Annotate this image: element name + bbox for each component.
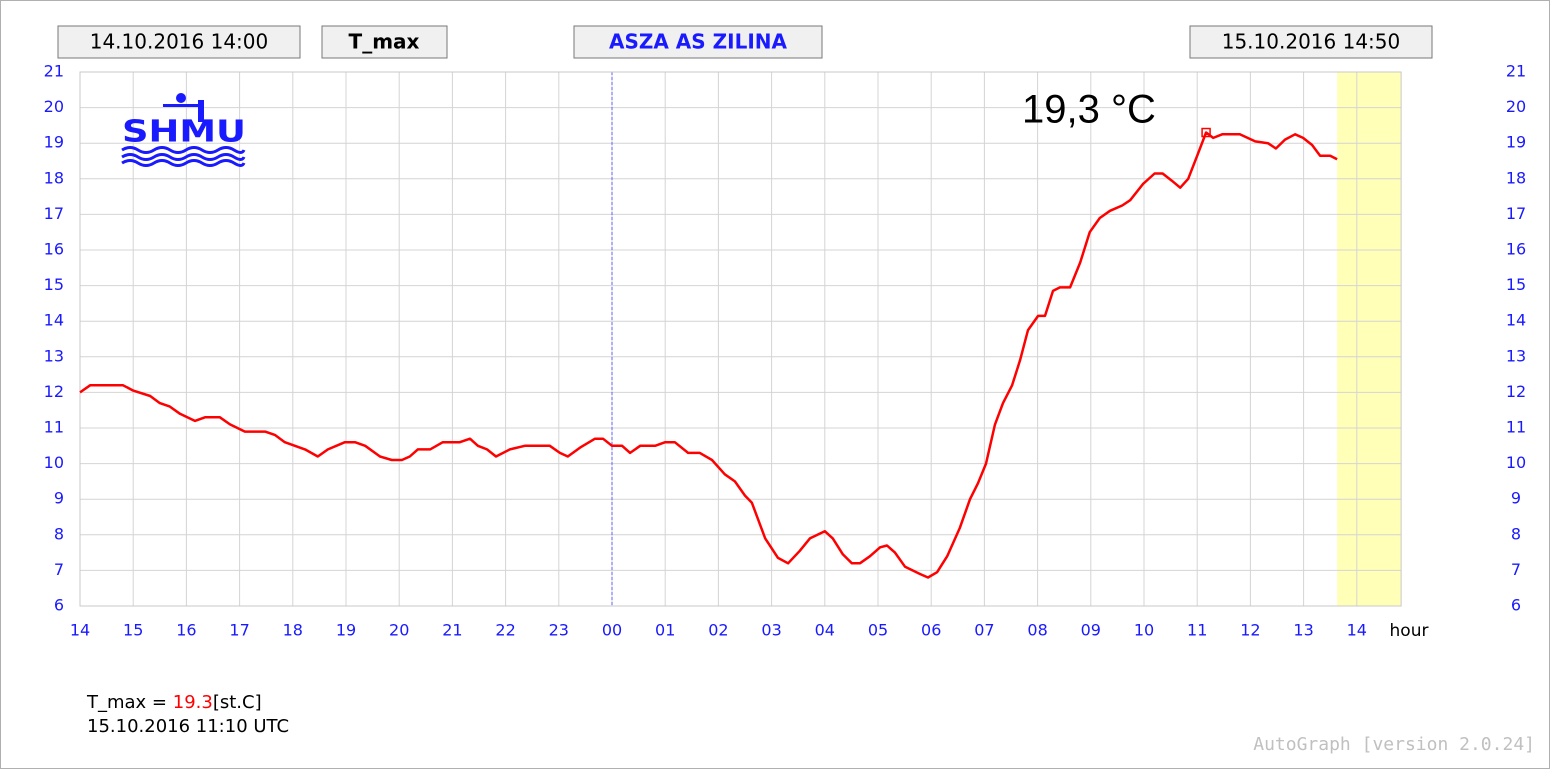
y2-tick-label: 16 [1506, 240, 1526, 259]
data-line [79, 131, 1338, 579]
header-box [573, 25, 823, 59]
y-tick-label: 14 [44, 311, 64, 330]
x-tick-label: 00 [602, 621, 622, 640]
station: ASZA AS ZILINA [609, 30, 788, 54]
y-tick-label: 15 [44, 275, 64, 294]
logo-text: SHMU [122, 115, 246, 150]
logo-bar [163, 104, 199, 107]
y2-tick-label: 20 [1506, 97, 1526, 116]
x-tick-label: 21 [442, 621, 462, 640]
y2-tick-label: 21 [1506, 62, 1526, 81]
x-tick-label: 20 [389, 621, 409, 640]
y-tick-label: 7 [54, 560, 64, 579]
header-box [1189, 25, 1433, 59]
footer-label: T_max = [86, 692, 167, 713]
y2-tick-label: 15 [1506, 275, 1526, 294]
y2-tick-label: 19 [1506, 133, 1526, 152]
x-tick-label: 09 [1081, 621, 1101, 640]
x-tick-label: 17 [229, 621, 249, 640]
x-tick-label: 08 [1027, 621, 1047, 640]
y2-tick-label: 10 [1506, 453, 1526, 472]
y2-tick-label: 6 [1511, 596, 1521, 615]
end-time: 15.10.2016 14:50 [1222, 30, 1401, 54]
y2-tick-label: 8 [1511, 524, 1521, 543]
footer-value: 19.3 [173, 692, 213, 713]
x-tick-label: 01 [655, 621, 675, 640]
x-tick-label: 14 [70, 621, 90, 640]
y2-tick-label: 7 [1511, 560, 1521, 579]
footer-time: 15.10.2016 11:10 UTC [87, 716, 289, 737]
x-tick-label: 23 [549, 621, 569, 640]
x-tick-label: 14 [1347, 621, 1367, 640]
y2-tick-label: 9 [1511, 489, 1521, 508]
variable: T_max [349, 30, 420, 54]
x-tick-label: 16 [176, 621, 196, 640]
y-tick-label: 8 [54, 524, 64, 543]
y-tick-label: 16 [44, 240, 64, 259]
start-time: 14.10.2016 14:00 [90, 30, 269, 54]
y-tick-label: 20 [44, 97, 64, 116]
y-tick-label: 19 [44, 133, 64, 152]
shaded-region [1337, 72, 1402, 606]
logo-waves [121, 146, 246, 167]
x-tick-label: 13 [1293, 621, 1313, 640]
y-tick-label: 21 [44, 62, 64, 81]
y2-tick-label: 13 [1506, 346, 1526, 365]
y-tick-label: 11 [44, 418, 64, 437]
annotation: 19,3 °C [1022, 88, 1156, 132]
y-tick-label: 17 [44, 204, 64, 223]
logo-mast [198, 100, 204, 122]
y-tick-label: 6 [54, 596, 64, 615]
header-box [321, 25, 448, 59]
y-tick-label: 9 [54, 489, 64, 508]
x-tick-label: 12 [1240, 621, 1260, 640]
logo: SHMU [121, 93, 246, 167]
plot-area: 6 6 7 7 8 8 9 9 10 10 11 11 12 12 13 13 14 14 15 15 16 16 17 17… [44, 62, 1527, 640]
x-tick-label: 15 [123, 621, 143, 640]
x-tick-label: 07 [974, 621, 994, 640]
plot-border [79, 71, 1402, 607]
y2-tick-label: 14 [1506, 311, 1526, 330]
y-tick-label: 18 [44, 168, 64, 187]
footer-unit: [st.C] [213, 692, 262, 713]
x-tick-label: 11 [1187, 621, 1207, 640]
y2-tick-label: 12 [1506, 382, 1526, 401]
x-tick-label: 05 [868, 621, 888, 640]
header: 14.10.2016 14:00 T_max ASZA AS ZILINA 15… [57, 25, 1433, 59]
y-tick-label: 13 [44, 346, 64, 365]
y2-tick-label: 11 [1506, 418, 1526, 437]
credit: AutoGraph [version 2.0.24] [1253, 734, 1535, 755]
max-marker [1201, 127, 1211, 138]
y-tick-label: 12 [44, 382, 64, 401]
y-tick-label: 10 [44, 453, 64, 472]
x-tick-label: 10 [1134, 621, 1154, 640]
footer: T_max = 19.3[st.C] [86, 692, 262, 713]
x-tick-label: 02 [708, 621, 728, 640]
x-tick-label: 22 [495, 621, 515, 640]
x-tick-label: 19 [336, 621, 356, 640]
x-tick-label: 06 [921, 621, 941, 640]
x-tick-label: 03 [761, 621, 781, 640]
header-box [57, 25, 301, 59]
x-tick-label: 04 [815, 621, 835, 640]
x-tick-label: 18 [283, 621, 303, 640]
y2-tick-label: 17 [1506, 204, 1526, 223]
logo-vane [176, 93, 186, 103]
y2-tick-label: 18 [1506, 168, 1526, 187]
x-axis-label: hour [1390, 621, 1429, 641]
